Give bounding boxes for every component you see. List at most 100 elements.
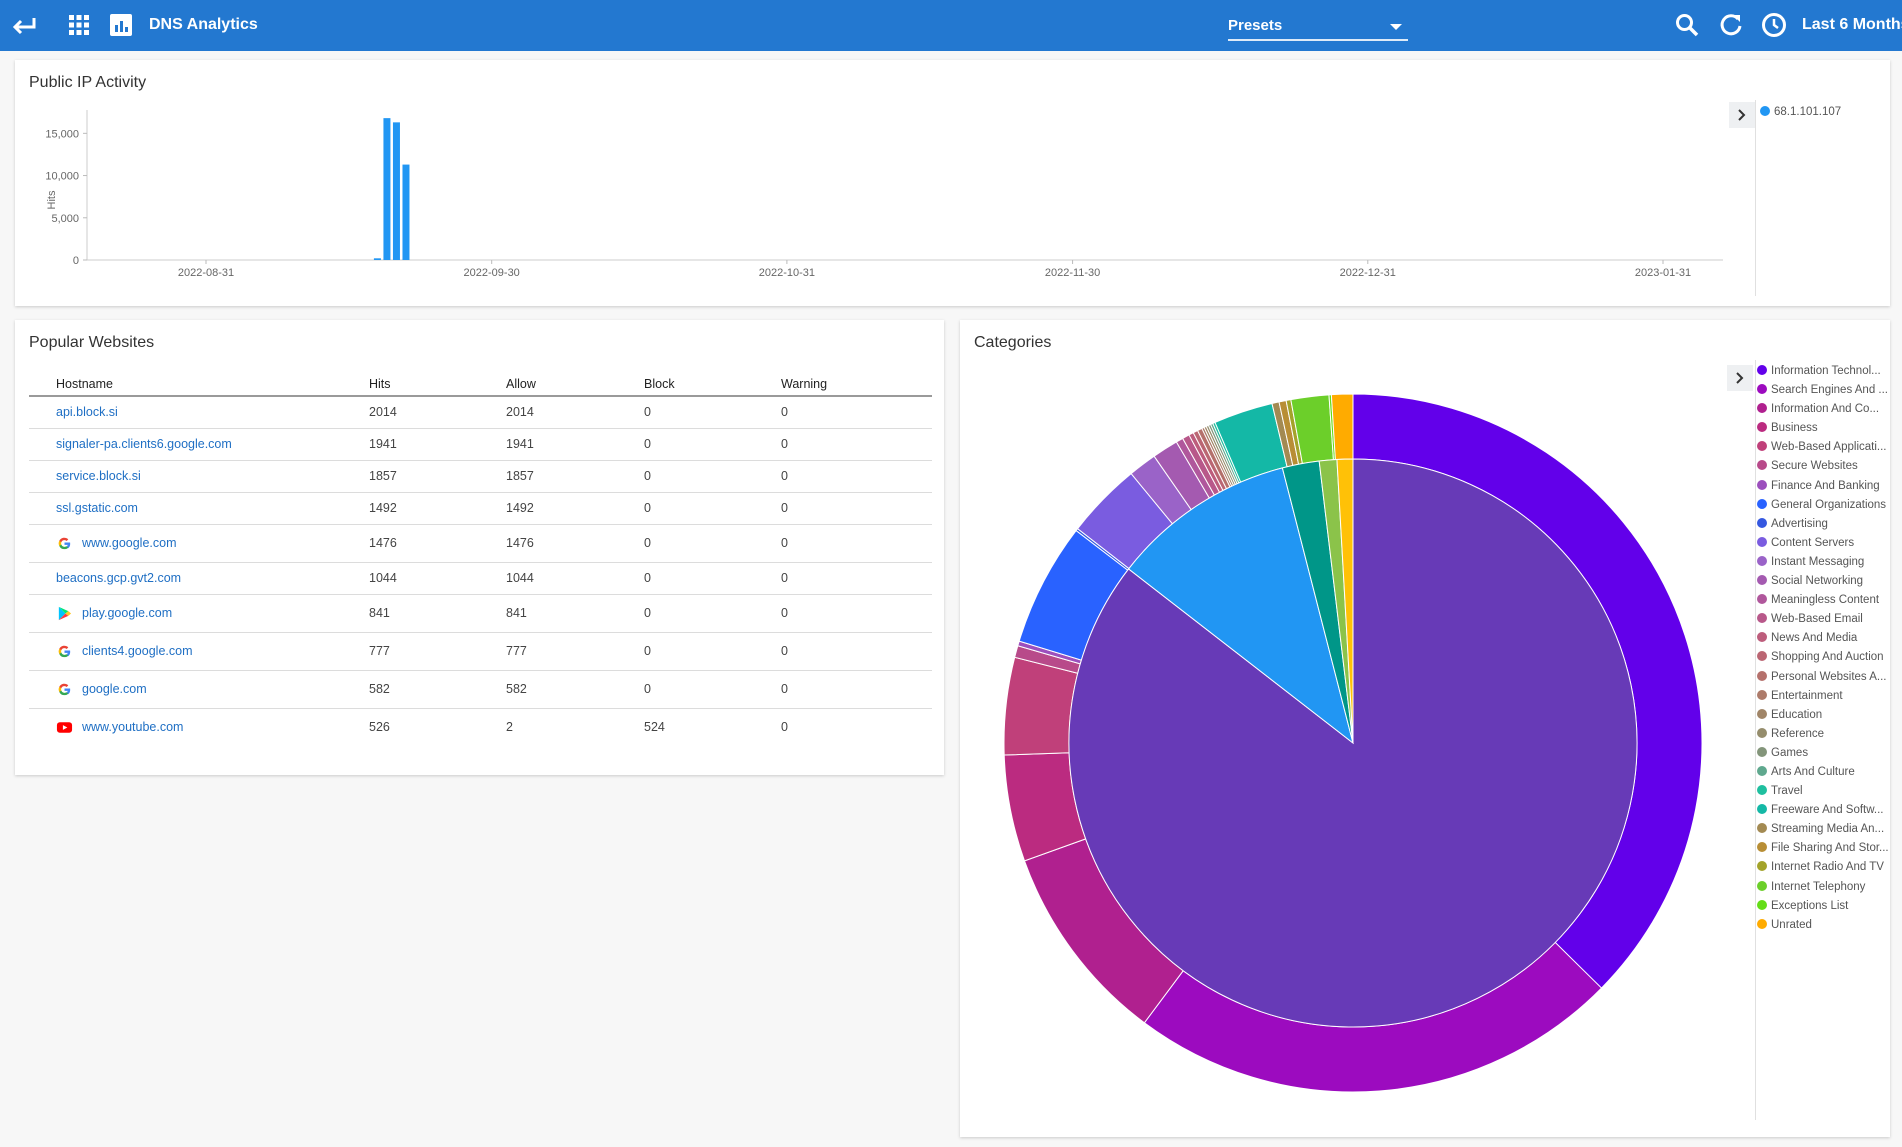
activity-bar[interactable]	[373, 258, 381, 260]
analytics-icon	[110, 14, 132, 36]
block-cell: 0	[644, 492, 781, 525]
table-row[interactable]: ssl.gstatic.com 1492 1492 0 0	[29, 492, 932, 525]
table-row[interactable]: signaler-pa.clients6.google.com 1941 1941 0…	[29, 428, 932, 461]
table-row[interactable]: service.block.si 1857 1857 0 0	[29, 460, 932, 493]
back-arrow-icon[interactable]	[8, 10, 38, 40]
column-header-block[interactable]: Block	[644, 370, 781, 397]
legend-toggle-button[interactable]	[1729, 102, 1755, 128]
legend-dot	[1757, 536, 1767, 547]
warning-cell: 0	[781, 524, 932, 563]
hits-cell: 841	[369, 594, 506, 633]
legend-dot	[1757, 842, 1767, 853]
table-row[interactable]: play.google.com 841 841 0 0	[29, 594, 932, 633]
legend-item[interactable]: Entertainment	[1757, 689, 1897, 709]
legend-item[interactable]: Content Servers	[1757, 536, 1897, 556]
column-header-hostname[interactable]: Hostname	[29, 370, 369, 397]
app-title: DNS Analytics	[149, 16, 258, 33]
legend-item[interactable]: Finance And Banking	[1757, 479, 1897, 499]
legend-dot	[1757, 746, 1767, 757]
legend-item[interactable]: News And Media	[1757, 632, 1897, 651]
hostname-link[interactable]: google.com	[82, 681, 147, 696]
inner-pie-slice[interactable]	[1127, 467, 1354, 745]
legend-item[interactable]: Internet Telephony	[1757, 880, 1897, 900]
legend-item[interactable]: Business	[1757, 422, 1897, 441]
allow-cell: 2014	[506, 396, 644, 429]
legend-item[interactable]: Instant Messaging	[1757, 555, 1897, 575]
hostname-link[interactable]: ssl.gstatic.com	[56, 501, 138, 515]
hits-cell: 1857	[369, 460, 506, 493]
hostname-link[interactable]: play.google.com	[82, 605, 173, 620]
legend-item[interactable]: General Organizations	[1757, 498, 1897, 518]
hostname-link[interactable]: www.google.com	[82, 535, 177, 550]
legend-item[interactable]: Information And Co...	[1757, 403, 1897, 422]
legend-item[interactable]: Search Engines And ...	[1757, 384, 1897, 403]
legend-item[interactable]: Internet Radio And TV	[1757, 861, 1897, 880]
apps-grid-icon[interactable]	[64, 10, 94, 40]
legend-item[interactable]: 68.1.101.107	[1760, 106, 1841, 118]
legend-item[interactable]: Travel	[1757, 785, 1897, 804]
allow-cell: 1476	[506, 524, 644, 563]
warning-cell: 0	[781, 562, 932, 595]
activity-bar[interactable]	[402, 164, 410, 260]
legend-label: Content Servers	[1771, 536, 1855, 549]
popular-websites-panel: Popular Websites Hostname Hits Allow Blo…	[15, 320, 944, 775]
legend-item[interactable]: Streaming Media An...	[1757, 823, 1897, 842]
legend-item[interactable]: Exceptions List	[1757, 899, 1897, 919]
y-tick-label: 0	[73, 255, 79, 267]
legend-item[interactable]: File Sharing And Stor...	[1757, 842, 1897, 861]
hostname-link[interactable]: service.block.si	[56, 469, 141, 483]
hostname-link[interactable]: api.block.si	[56, 405, 118, 420]
legend-item[interactable]: Web-Based Applicati...	[1757, 441, 1897, 460]
column-header-allow[interactable]: Allow	[506, 370, 644, 397]
legend-item[interactable]: Arts And Culture	[1757, 765, 1897, 785]
legend-item[interactable]: Reference	[1757, 727, 1897, 747]
inner-pie-slice[interactable]	[1336, 458, 1354, 744]
legend-item[interactable]: Web-Based Email	[1757, 613, 1897, 632]
activity-bar[interactable]	[383, 118, 391, 260]
legend-toggle-button[interactable]	[1727, 365, 1753, 391]
legend-item[interactable]: Personal Websites A...	[1757, 670, 1897, 690]
legend-item[interactable]: Information Technol...	[1757, 365, 1897, 384]
legend-item[interactable]: Social Networking	[1757, 575, 1897, 594]
google-play-icon	[58, 606, 72, 620]
table-row[interactable]: www.youtube.com 526 2 524 0	[29, 708, 932, 746]
legend-label: Advertising	[1771, 517, 1828, 530]
presets-dropdown[interactable]: Presets	[1228, 13, 1408, 41]
legend-label: Instant Messaging	[1771, 555, 1865, 568]
hostname-link[interactable]: signaler-pa.clients6.google.com	[56, 437, 232, 451]
activity-bar[interactable]	[392, 122, 400, 260]
column-header-warning[interactable]: Warning	[781, 370, 932, 397]
legend-item[interactable]: Shopping And Auction	[1757, 651, 1897, 670]
table-row[interactable]: www.google.com 1476 1476 0 0	[29, 524, 932, 563]
legend-label: 68.1.101.107	[1774, 106, 1842, 118]
legend-item[interactable]: Education	[1757, 708, 1897, 728]
x-tick-label: 2023-01-31	[1635, 267, 1691, 279]
legend-label: Business	[1771, 422, 1818, 435]
hostname-link[interactable]: beacons.gcp.gvt2.com	[56, 571, 182, 585]
google-icon	[58, 683, 71, 695]
table-row[interactable]: clients4.google.com 777 777 0 0	[29, 632, 932, 671]
clock-icon[interactable]	[1759, 10, 1789, 40]
table-row[interactable]: api.block.si 2014 2014 0 0	[29, 396, 932, 429]
table-row[interactable]: google.com 582 582 0 0	[29, 670, 932, 709]
legend-item[interactable]: Advertising	[1757, 517, 1897, 537]
refresh-icon[interactable]	[1716, 10, 1746, 40]
categories-donut-chart	[1003, 393, 1703, 1093]
column-header-hits[interactable]: Hits	[369, 370, 506, 397]
hostname-link[interactable]: clients4.google.com	[82, 643, 193, 658]
google-icon	[58, 645, 71, 657]
table-row[interactable]: beacons.gcp.gvt2.com 1044 1044 0 0	[29, 562, 932, 595]
y-tick-label: 5,000	[51, 213, 79, 225]
legend-item[interactable]: Games	[1757, 746, 1897, 766]
legend-item[interactable]: Meaningless Content	[1757, 594, 1897, 613]
outer-ring-slice[interactable]	[1330, 393, 1354, 461]
hostname-link[interactable]: www.youtube.com	[82, 719, 184, 734]
legend-item[interactable]: Freeware And Softw...	[1757, 804, 1897, 823]
legend-item[interactable]: Secure Websites	[1757, 460, 1897, 479]
table-header-row: Hostname Hits Allow Block Warning	[29, 370, 932, 397]
legend-item[interactable]: Unrated	[1757, 918, 1897, 938]
time-range-label[interactable]: Last 6 Months	[1802, 16, 1902, 33]
outer-ring-slice[interactable]	[1003, 656, 1079, 756]
legend-dot	[1757, 899, 1767, 910]
search-icon[interactable]	[1672, 10, 1702, 40]
